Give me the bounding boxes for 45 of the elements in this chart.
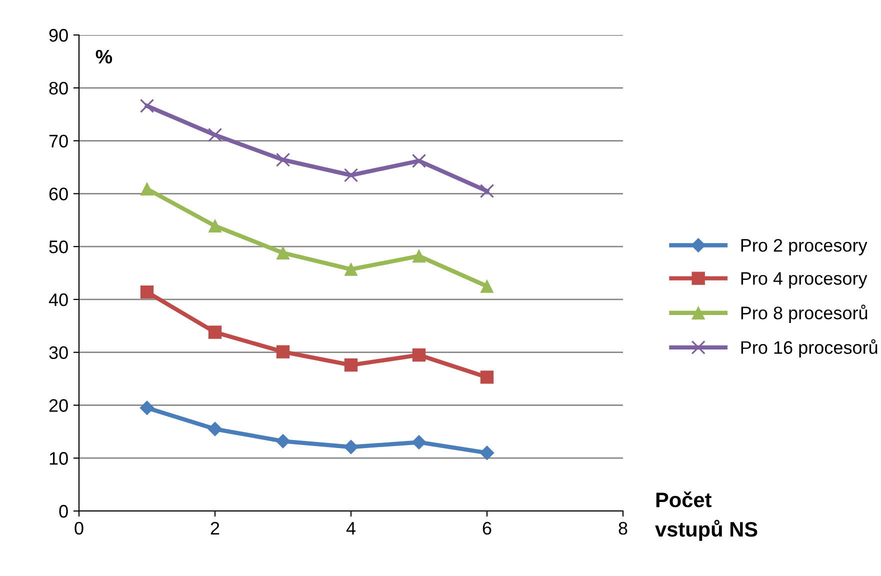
point: [480, 280, 494, 293]
y-tick-label: 40: [48, 293, 68, 306]
x-tick-label: 6: [482, 522, 492, 535]
y-tick-label: 80: [49, 82, 68, 95]
point: [412, 154, 426, 168]
point: [412, 348, 426, 362]
point: [344, 168, 358, 182]
point: [140, 285, 154, 299]
x-tick-label: 2: [210, 522, 220, 534]
point: [412, 249, 426, 263]
point: [208, 219, 222, 233]
point: [140, 98, 154, 113]
y-tick-label: 50: [49, 240, 68, 254]
x-tick-label: 4: [346, 522, 356, 534]
y-tick-label: 90: [49, 28, 68, 42]
y-axis-title: %: [96, 50, 112, 64]
legend-label: Pro 8 procesorů: [741, 304, 868, 323]
point: [344, 262, 358, 276]
point: [208, 326, 222, 339]
point: [208, 128, 222, 142]
legend-label: Pro 16 procesorů: [741, 339, 878, 358]
y-tick-label: 0: [59, 504, 68, 518]
point: [208, 422, 222, 436]
x-axis-title: Počet vstupů NS: [655, 492, 758, 541]
legend-label: Pro 4 procesory: [741, 272, 868, 288]
x-tick-label: 8: [618, 522, 628, 535]
point: [276, 434, 290, 448]
y-tick-label: 20: [49, 399, 68, 412]
y-tick-label: 70: [49, 134, 68, 148]
y-tick-label: 10: [50, 452, 68, 465]
point: [480, 184, 494, 198]
x-tick-label: 0: [74, 522, 84, 535]
y-tick-label: 30: [49, 346, 68, 360]
point: [480, 446, 494, 460]
point: [276, 152, 290, 167]
y-tick-label: 60: [49, 188, 68, 200]
point: [412, 435, 426, 450]
point: [344, 358, 358, 372]
point: [344, 440, 358, 454]
point: [140, 182, 154, 196]
point: [276, 345, 290, 358]
legend-label: Pro 2 procesory: [741, 238, 868, 256]
point: [480, 370, 494, 384]
point: [276, 246, 290, 260]
point: [140, 400, 154, 416]
